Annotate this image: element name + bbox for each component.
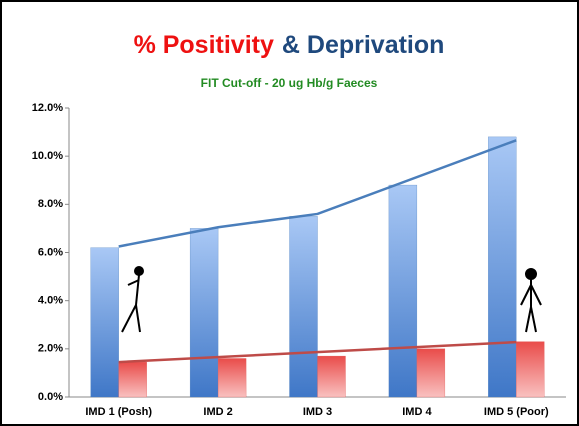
bar [190, 228, 218, 397]
bar [488, 137, 516, 397]
bar [290, 216, 318, 397]
y-tick-label: 12.0% [32, 102, 63, 114]
x-tick-label: IMD 5 (Poor) [484, 406, 549, 418]
bar [389, 185, 417, 397]
bar [119, 362, 147, 397]
chart-subtitle: FIT Cut-off - 20 ug Hb/g Faeces [201, 76, 378, 90]
bar [218, 358, 246, 397]
bar [91, 248, 119, 397]
bar [516, 342, 544, 397]
page: {"chart_data": {"type": "bar", "title": … [0, 0, 579, 426]
x-tick-label: IMD 4 [402, 406, 432, 418]
title-part: % Positivity [134, 31, 274, 59]
y-tick-label: 8.0% [38, 198, 63, 210]
chart-title: % Positivity & Deprivation [134, 31, 445, 59]
title-part: & Deprivation [282, 31, 445, 59]
y-tick-label: 6.0% [38, 246, 63, 258]
x-tick-label: IMD 3 [303, 406, 332, 418]
y-tick-label: 0.0% [38, 391, 63, 403]
bar [318, 356, 346, 397]
y-tick-label: 2.0% [38, 343, 63, 355]
y-tick-label: 4.0% [38, 295, 63, 307]
bar [417, 349, 445, 397]
x-tick-label: IMD 2 [203, 406, 232, 418]
chart: % Positivity & Deprivation FIT Cut-off - … [0, 0, 579, 426]
y-tick-label: 10.0% [32, 150, 63, 162]
x-tick-label: IMD 1 (Posh) [85, 406, 152, 418]
